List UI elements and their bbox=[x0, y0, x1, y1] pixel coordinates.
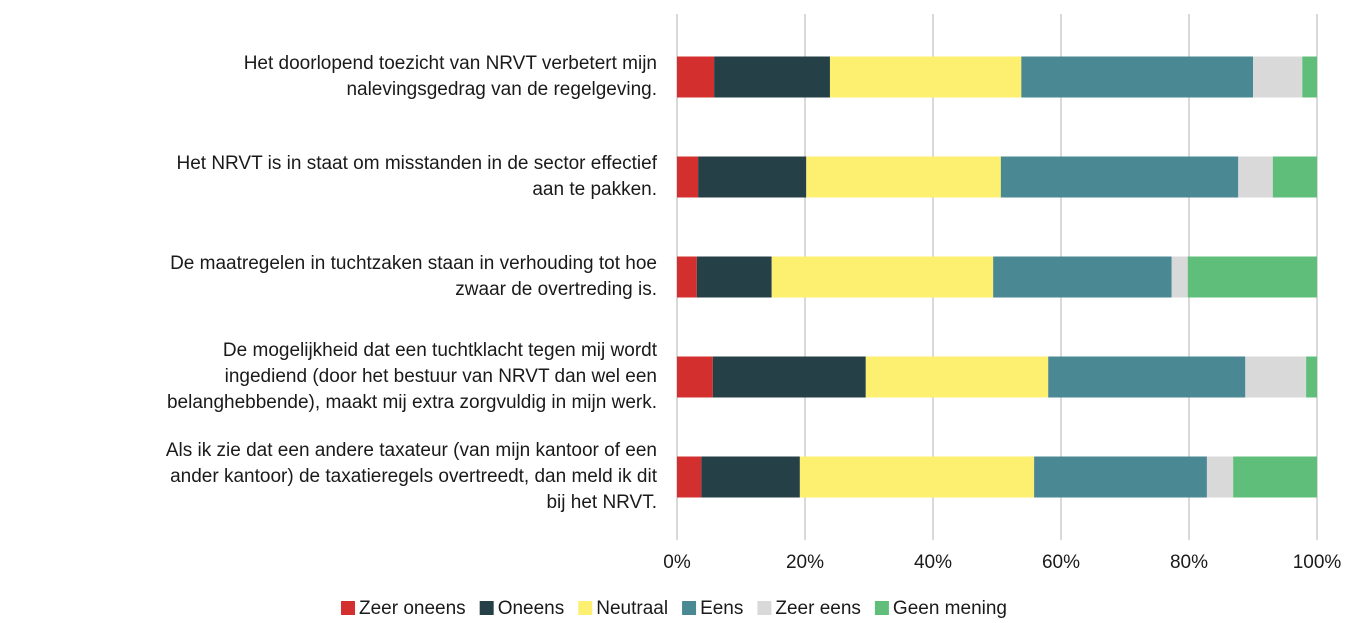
bar-segment bbox=[993, 256, 1172, 298]
bar-segment bbox=[865, 356, 1049, 398]
category-label: bij het NRVT. bbox=[546, 492, 657, 513]
category-label: belanghebbende), maakt mij extra zorgvul… bbox=[167, 392, 657, 413]
category-label: De maatregelen in tuchtzaken staan in ve… bbox=[170, 253, 657, 274]
bar-segment bbox=[677, 156, 699, 198]
legend-label: Zeer eens bbox=[775, 598, 861, 619]
legend-label: Zeer oneens bbox=[359, 598, 466, 619]
bar-segment bbox=[771, 256, 994, 298]
bar-segment bbox=[712, 356, 866, 398]
legend-swatch bbox=[578, 601, 593, 615]
legend-swatch bbox=[682, 601, 697, 615]
bar-segment bbox=[806, 156, 1001, 198]
category-label: aan te pakken. bbox=[532, 179, 657, 200]
category-label: Als ik zie dat een andere taxateur (van … bbox=[166, 440, 657, 461]
bar-segment bbox=[1272, 156, 1317, 198]
bar-segment bbox=[1206, 456, 1234, 498]
bar-segment bbox=[799, 456, 1035, 498]
bar-segment bbox=[1302, 56, 1317, 98]
bar-segment bbox=[677, 456, 702, 498]
legend-swatch bbox=[479, 601, 494, 615]
bar-segment bbox=[829, 56, 1022, 98]
legend-label: Eens bbox=[700, 598, 743, 619]
bar-segment bbox=[1034, 456, 1207, 498]
bar-segment bbox=[1238, 156, 1273, 198]
bar-segment bbox=[1245, 356, 1307, 398]
category-label: Het NRVT is in staat om misstanden in de… bbox=[176, 153, 657, 174]
bar-segment bbox=[1187, 256, 1317, 298]
x-tick-label: 40% bbox=[914, 552, 952, 573]
bar-segment bbox=[1253, 56, 1303, 98]
category-label: ingediend (door het bestuur van NRVT dan… bbox=[225, 366, 657, 387]
legend-swatch bbox=[341, 601, 355, 615]
legend-label: Neutraal bbox=[596, 598, 668, 619]
legend-swatch bbox=[757, 601, 772, 615]
bar-segment bbox=[698, 156, 807, 198]
category-label: nalevingsgedrag van de regelgeving. bbox=[346, 79, 657, 100]
category-label: Het doorlopend toezicht van NRVT verbete… bbox=[244, 53, 657, 74]
x-tick-label: 80% bbox=[1170, 552, 1208, 573]
bar-segment bbox=[1000, 156, 1239, 198]
legend-label: Oneens bbox=[498, 598, 565, 619]
bar-segment bbox=[1048, 356, 1246, 398]
bar-segment bbox=[1233, 456, 1317, 498]
bar-segment bbox=[677, 256, 697, 298]
bar-segment bbox=[1171, 256, 1188, 298]
x-tick-label: 20% bbox=[786, 552, 824, 573]
category-label: De mogelijkheid dat een tuchtklacht tege… bbox=[223, 340, 658, 361]
category-label: ander kantoor) de taxatieregels overtree… bbox=[170, 466, 658, 487]
x-tick-label: 0% bbox=[663, 552, 691, 573]
bar-segment bbox=[714, 56, 830, 98]
bar-segment bbox=[1306, 356, 1317, 398]
bar-segment bbox=[696, 256, 772, 298]
bar-segment bbox=[677, 356, 713, 398]
category-label: zwaar de overtreding is. bbox=[455, 279, 657, 300]
bar-segment bbox=[1021, 56, 1253, 98]
x-tick-label: 100% bbox=[1293, 552, 1342, 573]
bar-segment bbox=[677, 56, 715, 98]
legend-swatch bbox=[874, 601, 889, 615]
bar-segment bbox=[701, 456, 800, 498]
legend-label: Geen mening bbox=[893, 598, 1007, 619]
x-tick-label: 60% bbox=[1042, 552, 1080, 573]
